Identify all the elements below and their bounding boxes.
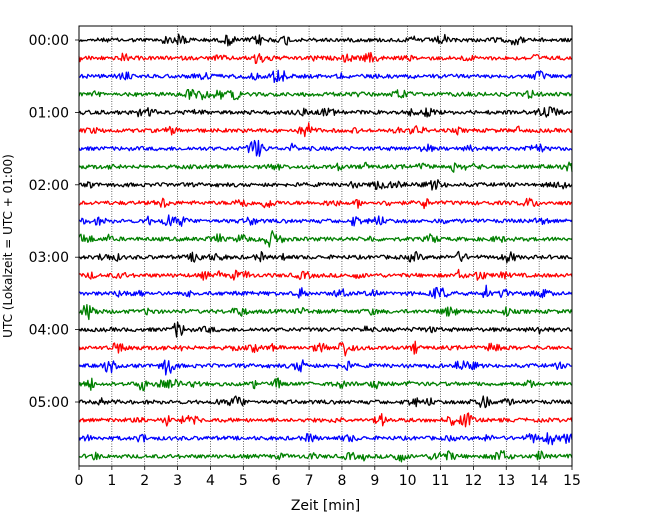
trace-0500 <box>78 395 573 409</box>
trace-0315 <box>78 268 573 281</box>
x-tick-label: 12 <box>464 473 482 489</box>
trace-0215 <box>78 197 573 210</box>
trace-0415 <box>78 340 573 357</box>
trace-0145 <box>78 161 573 173</box>
y-tick-label: 05:00 <box>29 395 69 411</box>
trace-0530 <box>78 432 573 446</box>
y-tick-label: 02:00 <box>29 178 69 194</box>
trace-0200 <box>78 179 573 191</box>
trace-0000 <box>78 33 573 47</box>
trace-0245 <box>78 230 573 248</box>
y-tick-label: 03:00 <box>29 250 69 266</box>
grid-lines <box>111 26 540 466</box>
trace-0015 <box>78 51 573 65</box>
x-tick-label: 4 <box>206 473 215 489</box>
x-tick-label: 6 <box>272 473 281 489</box>
plot-frame <box>78 25 573 467</box>
trace-0230 <box>78 214 573 227</box>
x-tick-label: 0 <box>75 473 84 489</box>
x-tick-label: 8 <box>337 473 346 489</box>
x-axis: 0 1 2 3 4 5 6 7 8 9 10 11 12 13 14 15 <box>75 466 581 489</box>
trace-0515 <box>78 412 573 428</box>
x-tick-label: 2 <box>140 473 149 489</box>
trace-0030 <box>78 69 573 84</box>
trace-0045 <box>78 88 573 101</box>
trace-0345 <box>78 304 573 321</box>
trace-0300 <box>78 250 573 264</box>
x-tick-label: 13 <box>497 473 515 489</box>
trace-0130 <box>78 139 573 157</box>
x-tick-label: 15 <box>563 473 581 489</box>
x-axis-label: Zeit [min] <box>291 498 360 514</box>
x-tick-label: 10 <box>399 473 417 489</box>
x-tick-label: 14 <box>530 473 548 489</box>
trace-0330 <box>78 284 573 299</box>
x-tick-label: 3 <box>173 473 182 489</box>
x-tick-label: 9 <box>370 473 379 489</box>
trace-0100 <box>78 106 573 118</box>
x-tick-label: 5 <box>239 473 248 489</box>
x-tick-label: 1 <box>107 473 116 489</box>
trace-0445 <box>78 377 573 392</box>
y-tick-label: 00:00 <box>29 33 69 49</box>
y-tick-label: 01:00 <box>29 105 69 121</box>
x-tick-label: 7 <box>305 473 314 489</box>
trace-group <box>78 33 573 463</box>
y-tick-label: 04:00 <box>29 323 69 339</box>
y-axis-label: UTC (Lokalzeit = UTC + 01:00) <box>1 154 15 338</box>
y-axis: 00:00 01:00 02:00 03:00 04:00 05:00 <box>29 33 79 411</box>
trace-0430 <box>78 359 573 376</box>
trace-0115 <box>78 122 573 138</box>
x-tick-label: 11 <box>432 473 450 489</box>
trace-0545 <box>78 450 573 463</box>
trace-0400 <box>78 321 573 338</box>
